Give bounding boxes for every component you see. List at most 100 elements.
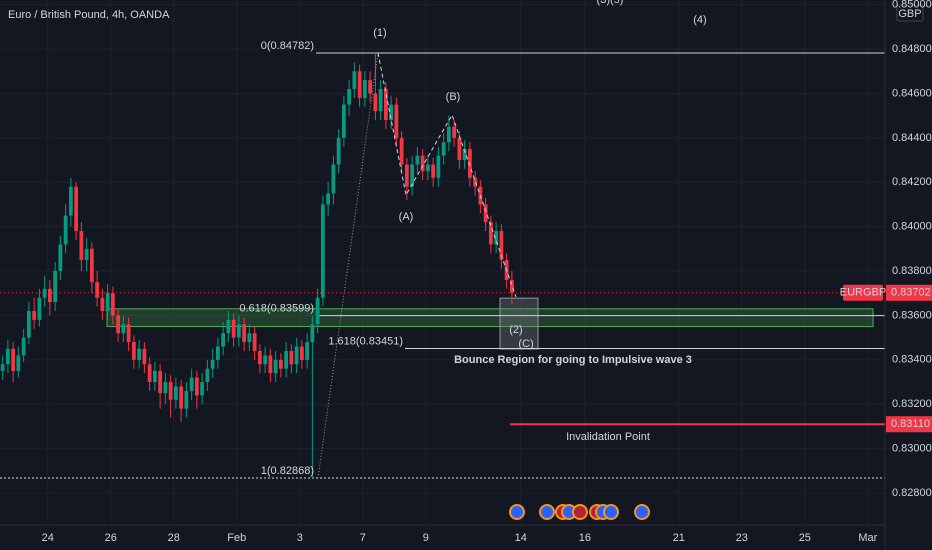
y-tick-label: 0.84000 [892, 221, 932, 233]
wave-path [377, 52, 517, 298]
x-tick-label: 7 [360, 532, 366, 544]
annotation: (B) [446, 91, 461, 103]
x-tick-label: 24 [42, 532, 54, 544]
candle-body [273, 359, 278, 374]
candle-body [425, 164, 430, 172]
annotation: (2) [509, 324, 522, 336]
event-icon[interactable] [634, 504, 650, 520]
candle-body [53, 271, 58, 303]
candle-body [336, 137, 341, 165]
x-tick-label: 23 [736, 532, 748, 544]
candle-body [121, 324, 126, 334]
x-tick-label: 28 [168, 532, 180, 544]
y-tick-label: 0.83400 [892, 354, 932, 366]
candle-body [299, 346, 304, 360]
fib-label: 1(0.82868) [261, 465, 314, 477]
candle-body [462, 148, 467, 161]
candle-body [483, 204, 488, 223]
target-box [499, 297, 539, 350]
candle-body [431, 164, 436, 178]
candle-body [410, 164, 415, 187]
event-icon[interactable] [539, 504, 555, 520]
candle-body [231, 319, 236, 338]
annotation: (3)(5) [597, 0, 624, 6]
candle-body [347, 89, 352, 105]
candle-body [452, 126, 457, 138]
candle-body [294, 346, 299, 365]
candle-body [399, 137, 404, 165]
candle-body [110, 293, 115, 316]
candle-body [373, 93, 378, 112]
candle-body [200, 382, 205, 396]
y-tick-label: 0.84800 [892, 43, 932, 55]
candle-body [226, 319, 231, 334]
x-tick-label: 14 [515, 532, 527, 544]
candle-body [284, 350, 289, 369]
candle-body [137, 348, 142, 360]
candle-body [420, 155, 425, 172]
candle-body [95, 282, 100, 298]
candle-body [242, 324, 247, 343]
candle-body [173, 386, 178, 400]
event-icon[interactable] [603, 504, 619, 520]
annotation: Invalidation Point [566, 431, 650, 443]
y-tick-label: 0.83000 [892, 443, 932, 455]
symbol-box [843, 284, 883, 301]
candle-body [58, 244, 63, 272]
annotation: (A) [399, 211, 414, 223]
candle-body [278, 359, 283, 369]
candle-body [194, 377, 199, 396]
currency-box[interactable] [896, 4, 924, 22]
fib-label: 1.618(0.83451) [328, 335, 403, 347]
candle-body [378, 89, 383, 112]
candle-body [105, 293, 110, 312]
candle-body [326, 193, 331, 205]
y-tick-label: 0.84600 [892, 87, 932, 99]
candle-body [389, 104, 394, 121]
candle-body [158, 370, 163, 394]
x-tick-label: 3 [297, 532, 303, 544]
candle-body [184, 390, 189, 409]
candle-body [268, 355, 273, 374]
price-box [886, 416, 932, 433]
candle-body [494, 231, 499, 245]
currency: GBP [898, 8, 921, 20]
candle-body [205, 368, 210, 383]
event-icon[interactable] [572, 504, 588, 520]
price-box [886, 284, 932, 301]
candle-body [79, 231, 84, 260]
candle-body [47, 288, 52, 303]
candle-body [210, 359, 215, 369]
candle-body [236, 324, 241, 338]
grid [0, 0, 885, 525]
event-icons [509, 504, 650, 520]
x-tick-label: Feb [227, 532, 246, 544]
candle-body [457, 137, 462, 161]
candle-body [263, 355, 268, 365]
price-label: 0.83702 [891, 287, 931, 299]
trend-line [317, 52, 379, 479]
candle-body [26, 311, 31, 338]
symbol-label: EURGBP [840, 287, 886, 299]
candle-body [404, 164, 409, 187]
x-tick-label: Mar [858, 532, 877, 544]
candle-body [89, 248, 94, 283]
candle-body [63, 215, 68, 245]
candle-body [305, 342, 310, 360]
candle-body [189, 377, 194, 391]
annotation: Bounce Region for going to Impulsive wav… [454, 354, 692, 366]
x-tick-label: 16 [579, 532, 591, 544]
event-icon[interactable] [509, 504, 525, 520]
bounce-zone [106, 308, 874, 328]
chart-title: Euro / British Pound, 4h, OANDA [8, 9, 170, 21]
candle-body [362, 80, 367, 98]
candle-body [0, 364, 5, 371]
x-tick-label: 25 [799, 532, 811, 544]
annotation: (1) [373, 27, 386, 39]
candle-body [142, 348, 147, 365]
candle-body [467, 148, 472, 178]
y-tick-label: 0.83800 [892, 265, 932, 277]
y-tick-label: 0.84400 [892, 132, 932, 144]
candle-body [341, 104, 346, 138]
